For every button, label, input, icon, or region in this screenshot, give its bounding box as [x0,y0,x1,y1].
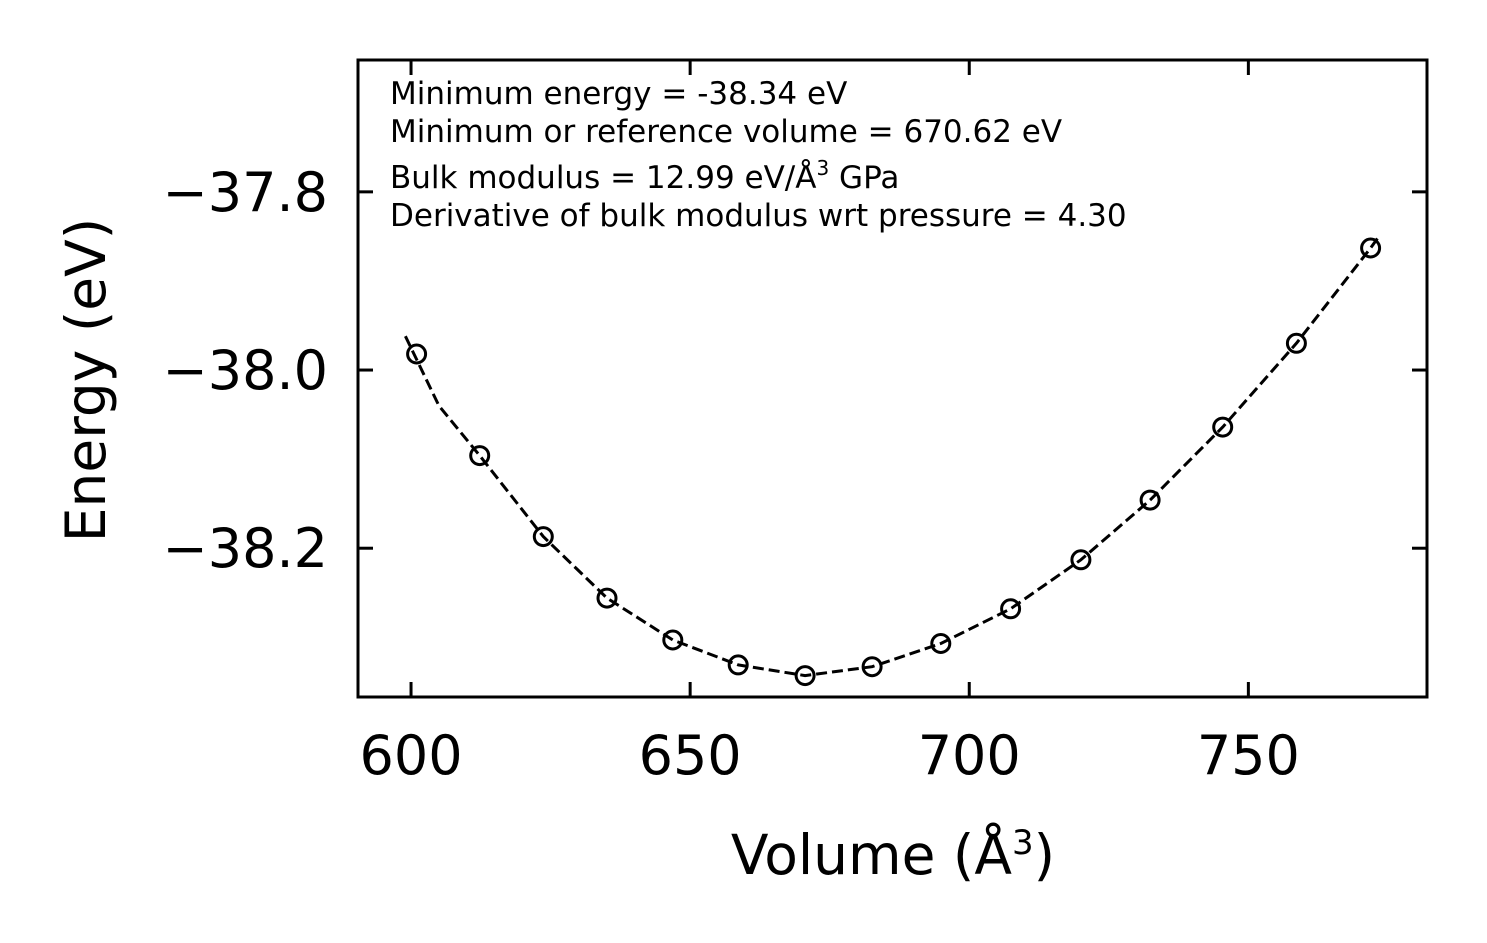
data-point [1070,549,1092,571]
annotation-box: Minimum energy = -38.34 eV Minimum or re… [390,76,1127,234]
x-axis-label-text: Volume (Å [731,822,1012,887]
series-fit-line [404,234,1381,678]
annotation-min-energy: Minimum energy = -38.34 eV [390,76,847,112]
data-point [727,654,749,676]
y-tick-label: −38.0 [163,339,328,402]
data-point [1360,237,1382,259]
annotation-derivative: Derivative of bulk modulus wrt pressure … [390,198,1127,234]
data-point [1212,416,1234,438]
plot-frame [356,58,1429,699]
data-point [406,343,428,365]
annotation-bulk-modulus-unit: GPa [829,160,899,196]
data-point [861,656,883,678]
annotation-bulk-modulus-text: Bulk modulus = 12.99 eV/Å [390,160,816,196]
data-point [794,665,816,687]
data-point [662,629,684,651]
y-tick-label: −37.8 [163,161,328,224]
x-tick-label: 650 [639,724,742,787]
y-tick-label: −38.2 [163,517,328,580]
data-point [930,633,952,654]
annotation-ref-volume: Minimum or reference volume = 670.62 eV [390,114,1062,150]
data-point [1139,489,1161,511]
x-axis-label: Volume (Å3) [731,822,1055,887]
axis-ticks: 600 650 700 750 −37.8 −38.0 −38.2 [163,60,1427,787]
data-point [1000,598,1022,620]
data-point [596,587,618,609]
annotation-bulk-modulus-sup: 3 [816,156,829,180]
x-axis-label-sup: 3 [1012,823,1034,863]
data-point [469,445,491,467]
x-tick-label: 750 [1197,724,1300,787]
x-axis-label-end: ) [1034,823,1055,887]
x-tick-label: 600 [359,724,462,787]
data-point [532,526,554,548]
x-tick-label: 700 [918,724,1021,787]
chart-marks [404,234,1382,687]
data-point [1285,332,1307,354]
annotation-bulk-modulus: Bulk modulus = 12.99 eV/Å3 GPa [390,156,899,196]
y-axis-label: Energy (eV) [54,218,118,542]
